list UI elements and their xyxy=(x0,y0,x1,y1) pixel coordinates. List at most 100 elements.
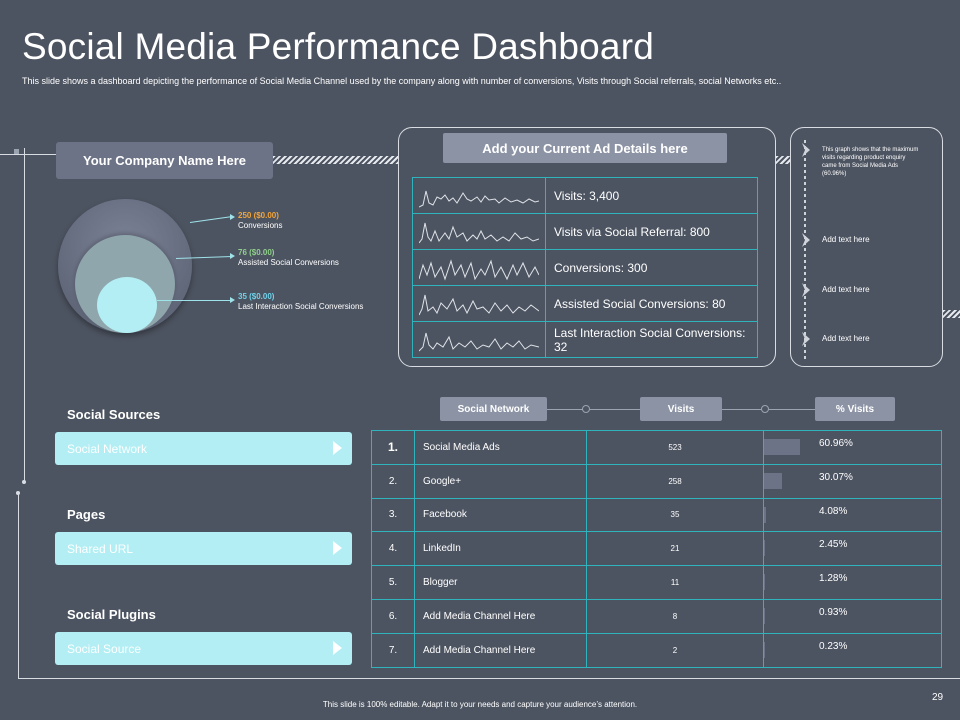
network-percent-cell: 0.93% xyxy=(763,598,942,634)
table-row: 7. Add Media Channel Here 2 0.23% xyxy=(371,632,942,668)
network-name: Add Media Channel Here xyxy=(414,598,587,634)
social-source-bar[interactable]: Social Source xyxy=(55,632,352,665)
legend-last-interaction-label: Last Interaction Social Conversions xyxy=(238,302,364,311)
sparkline-social-referral-graphic xyxy=(419,222,539,243)
legend-connector-3 xyxy=(157,300,232,301)
row-number: 6. xyxy=(371,598,415,634)
network-percent-cell: 60.96% xyxy=(763,430,942,465)
chevron-right-icon xyxy=(802,143,810,157)
section-pages-heading: Pages xyxy=(67,507,106,522)
legend-conversions-label: Conversions xyxy=(238,221,283,230)
table-row: 3. Facebook 35 4.08% xyxy=(371,497,942,533)
legend-last-interaction: 35 ($0.00) Last Interaction Social Conve… xyxy=(238,292,363,312)
page-title: Social Media Performance Dashboard xyxy=(22,26,655,67)
header-connector-dot xyxy=(582,405,590,413)
percent-bar xyxy=(764,439,800,455)
frame-line-left-lower xyxy=(18,494,19,678)
legend-assisted-label: Assisted Social Conversions xyxy=(238,258,339,267)
network-visits: 8 xyxy=(586,598,764,634)
percent-bar xyxy=(764,574,765,591)
row-number: 3. xyxy=(371,497,415,533)
chevron-right-icon xyxy=(802,283,810,297)
legend-arrow-1 xyxy=(230,214,235,220)
shared-url-bar[interactable]: Shared URL xyxy=(55,532,352,565)
percent-bar xyxy=(764,607,765,624)
section-social-plugins-heading: Social Plugins xyxy=(67,607,156,622)
play-arrow-icon xyxy=(333,641,342,655)
legend-assisted-value: 76 ($0.00) xyxy=(238,248,275,257)
shared-url-bar-label: Shared URL xyxy=(67,541,134,556)
sparkline-assisted-conversions xyxy=(412,285,546,322)
table-row: 4. LinkedIn 21 2.45% xyxy=(371,531,942,567)
legend-arrow-2 xyxy=(230,253,235,259)
header-visits: Visits xyxy=(640,397,722,421)
chevron-right-icon xyxy=(802,332,810,346)
network-name: LinkedIn xyxy=(414,531,587,567)
network-visits: 258 xyxy=(586,463,764,499)
sparkline-conversions xyxy=(412,249,546,286)
network-percent: 2.45% xyxy=(819,539,848,551)
percent-bar xyxy=(764,641,765,658)
frame-corner-square xyxy=(14,149,19,154)
side-panel-dash-line xyxy=(804,140,806,362)
row-number: 1. xyxy=(371,430,415,465)
side-panel-note: This graph shows that the maximum visits… xyxy=(822,147,919,177)
network-visits: 2 xyxy=(586,632,764,668)
social-source-bar-label: Social Source xyxy=(67,641,142,656)
network-visits: 35 xyxy=(586,497,764,533)
network-percent: 0.93% xyxy=(819,606,848,618)
network-name: Google+ xyxy=(414,463,587,499)
row-number: 7. xyxy=(371,632,415,668)
legend-last-interaction-value: 35 ($0.00) xyxy=(238,292,275,301)
ad-row-conversions: Conversions: 300 xyxy=(412,249,758,286)
legend-connector-1 xyxy=(189,216,232,223)
frame-end-dot xyxy=(22,480,26,484)
frame-corner-dot xyxy=(16,491,20,495)
table-row: 1. Social Media Ads 523 60.96% xyxy=(371,430,942,465)
hatch-connector-left xyxy=(273,156,399,164)
network-percent-cell: 4.08% xyxy=(763,497,942,533)
legend-arrow-3 xyxy=(230,297,235,303)
hatch-connector-middle xyxy=(776,156,790,164)
table-row: 6. Add Media Channel Here 8 0.93% xyxy=(371,598,942,634)
company-name-label: Your Company Name Here xyxy=(56,142,273,179)
page-subtitle: This slide shows a dashboard depicting t… xyxy=(22,76,782,86)
legend-conversions: 250 ($0.00) Conversions xyxy=(238,211,282,231)
side-panel-item-2: Add text here xyxy=(822,285,870,294)
frame-line-top xyxy=(0,154,56,155)
ad-row-last-interaction: Last Interaction Social Conversions: 32 xyxy=(412,321,758,358)
header-connector-dot xyxy=(761,405,769,413)
side-panel-item-1: Add text here xyxy=(822,235,870,244)
page-number: 29 xyxy=(932,692,944,703)
side-notes-panel xyxy=(790,127,943,367)
table-row: 5. Blogger 11 1.28% xyxy=(371,565,942,600)
network-visits: 523 xyxy=(586,430,764,465)
percent-bar xyxy=(764,540,765,557)
ad-row-social-referral-text: Visits via Social Referral: 800 xyxy=(545,213,758,250)
network-name: Add Media Channel Here xyxy=(414,632,587,668)
frame-line-bottom xyxy=(18,678,960,679)
section-social-sources-heading: Social Sources xyxy=(67,407,161,422)
ad-details-panel xyxy=(398,127,776,367)
network-percent: 1.28% xyxy=(819,573,848,585)
network-name: Facebook xyxy=(414,497,587,533)
sparkline-social-referral xyxy=(412,213,546,250)
chevron-right-icon xyxy=(802,233,810,247)
sparkline-assisted-graphic xyxy=(419,294,539,315)
ad-row-social-referral: Visits via Social Referral: 800 xyxy=(412,213,758,250)
play-arrow-icon xyxy=(333,541,342,555)
header-social-network: Social Network xyxy=(440,397,547,421)
network-percent-cell: 2.45% xyxy=(763,531,942,567)
network-name: Social Media Ads xyxy=(414,430,587,465)
sparkline-last-interaction-graphic xyxy=(419,332,539,351)
social-network-bar[interactable]: Social Network xyxy=(55,432,352,465)
ad-row-assisted-conversions: Assisted Social Conversions: 80 xyxy=(412,285,758,322)
sparkline-conversions-graphic xyxy=(419,258,539,281)
side-panel-item-3: Add text here xyxy=(822,334,870,343)
sparkline-last-interaction xyxy=(412,321,546,358)
play-arrow-icon xyxy=(333,441,342,455)
ad-details-table: Visits: 3,400 Visits via Social Referral… xyxy=(412,177,758,358)
hatch-connector-right xyxy=(943,310,960,318)
ad-row-visits-text: Visits: 3,400 xyxy=(545,177,758,214)
percent-bar xyxy=(764,506,766,523)
